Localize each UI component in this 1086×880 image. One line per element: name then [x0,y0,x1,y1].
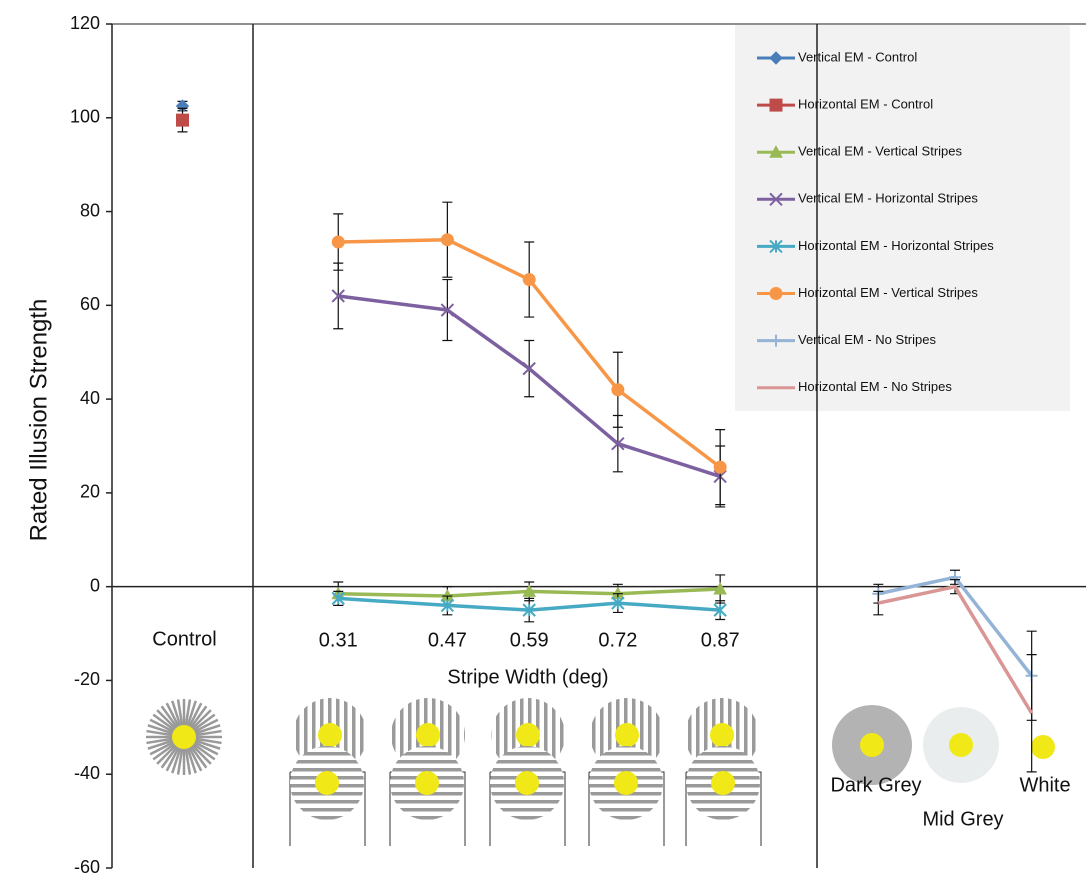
x-tick-label: 0.31 [319,629,358,651]
stimulus-dot [515,771,539,795]
stimulus-dot [516,723,540,747]
y-tick-label: 80 [80,200,100,220]
legend-label: Vertical EM - Vertical Stripes [798,144,962,159]
y-tick-label: 40 [80,388,100,408]
stimulus-dot [614,771,638,795]
x-tick-label: 0.59 [510,629,549,651]
marker [177,114,189,126]
stimulus-dot [710,723,734,747]
y-tick-label: 20 [80,482,100,502]
stimulus-dot [860,733,884,757]
legend-box [735,25,1070,411]
stimulus-dot [615,723,639,747]
legend-label: Vertical EM - Horizontal Stripes [798,191,978,206]
x-tick-label: 0.47 [428,629,467,651]
stimulus-dot [315,771,339,795]
marker [714,461,726,473]
y-tick-label: 60 [80,294,100,314]
category-label: Mid Grey [922,808,1003,830]
y-tick-label: -40 [74,763,100,783]
legend-label: Vertical EM - No Stripes [798,332,936,347]
y-tick-label: 120 [70,13,100,33]
y-tick-label: -60 [74,857,100,877]
marker [770,288,782,300]
stimuli [146,698,1055,846]
marker [612,384,624,396]
marker [770,99,782,111]
stimulus-dot [318,723,342,747]
y-axis-label: Rated Illusion Strength [25,299,52,542]
y-tick-label: 0 [90,575,100,595]
y-tick-label: 100 [70,107,100,127]
marker [441,234,453,246]
x-axis-label: Stripe Width (deg) [447,666,608,688]
legend-label: Horizontal EM - Horizontal Stripes [798,238,994,253]
x-tick-label: 0.87 [701,629,740,651]
stimulus-dot [949,733,973,757]
stimulus-dot [711,771,735,795]
legend-label: Horizontal EM - Vertical Stripes [798,285,978,300]
category-label: White [1019,774,1070,796]
legend-label: Horizontal EM - Control [798,97,933,112]
stimulus-dot [416,723,440,747]
category-label: Dark Grey [830,774,921,796]
marker [523,274,535,286]
legend-label: Horizontal EM - No Stripes [798,379,952,394]
y-tick-label: -20 [74,669,100,689]
marker [332,236,344,248]
x-tick-label: 0.72 [598,629,637,651]
stimulus-dot [415,771,439,795]
category-label: Control [152,628,216,650]
series-line [878,587,1031,714]
legend-label: Vertical EM - Control [798,49,917,64]
stimulus-dot [1031,735,1055,759]
chart: Rated Illusion Strength Stripe Width (de… [0,0,1086,880]
stimulus-dot [172,725,196,749]
